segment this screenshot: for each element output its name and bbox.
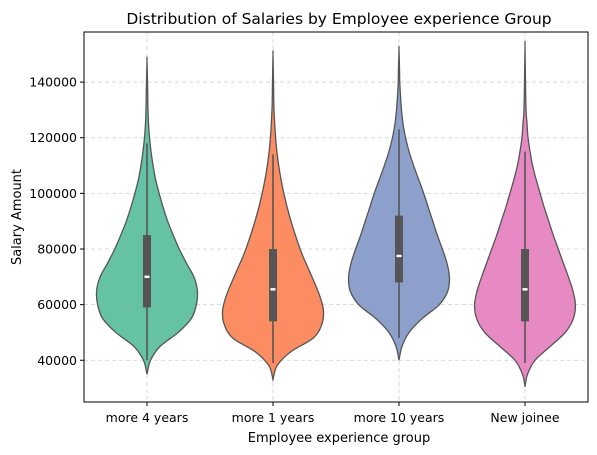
x-tick-label: more 10 years: [354, 410, 445, 425]
y-tick-label: 80000: [37, 241, 77, 256]
x-tick-label: more 4 years: [106, 410, 189, 425]
y-tick-label: 60000: [37, 297, 77, 312]
violin-iqr-box: [521, 248, 529, 322]
violin-median-marker: [522, 288, 528, 291]
violin-iqr-box: [395, 215, 403, 283]
y-tick-label: 40000: [37, 353, 77, 368]
y-tick-label: 140000: [29, 75, 77, 90]
violin-group: [347, 45, 451, 361]
violin-group: [95, 56, 199, 375]
x-tick-label: more 1 years: [232, 410, 315, 425]
y-axis-ticks: 40000 60000 80000 100000 120000 140000: [29, 75, 84, 368]
violin-iqr-box: [269, 248, 277, 322]
plot-frame: [83, 31, 589, 403]
y-tick-label: 120000: [29, 130, 77, 145]
x-tick-label: New joinee: [490, 410, 559, 425]
y-tick-label: 100000: [29, 186, 77, 201]
x-axis-ticks: more 4 years more 1 years more 10 years New…: [106, 402, 560, 425]
violins: [95, 40, 577, 387]
violin-group: [473, 40, 577, 387]
violin-median-marker: [396, 254, 402, 258]
violin-median-marker: [144, 275, 150, 279]
chart-title: Distribution of Salaries by Employee exp…: [126, 10, 551, 28]
x-axis-label: Employee experience group: [248, 431, 430, 446]
violin-group: [221, 50, 325, 383]
violin-iqr-box: [143, 235, 151, 308]
y-axis-label: Salary Amount: [10, 169, 25, 265]
violin-median-marker: [270, 288, 276, 291]
